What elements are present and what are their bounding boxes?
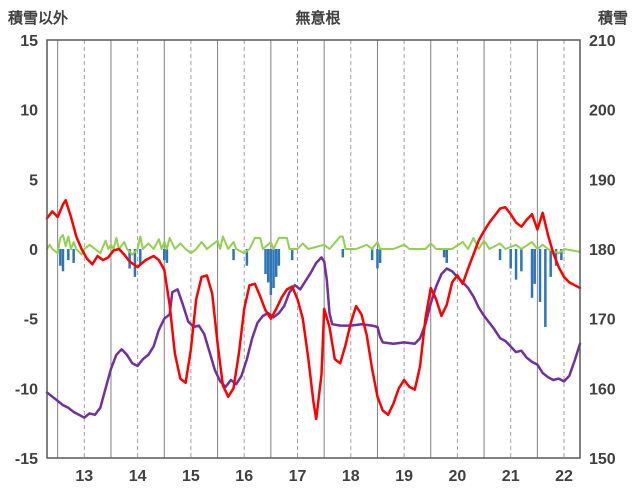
left-axis-tick-label: -10: [15, 381, 38, 398]
chart-title: 無意根: [295, 10, 341, 27]
x-axis-tick-label: 13: [75, 468, 93, 485]
right-axis-tick-label: 160: [589, 381, 616, 398]
left-axis-tick-label: -5: [24, 312, 38, 329]
x-axis-tick-label: 20: [449, 468, 467, 485]
left-axis-tick-label: 0: [29, 242, 38, 259]
x-axis-tick-label: 17: [289, 468, 307, 485]
right-axis-tick-label: 180: [589, 242, 616, 259]
left-axis-tick-label: -15: [15, 451, 38, 468]
x-axis-tick-label: 15: [182, 468, 200, 485]
x-axis-tick-label: 22: [555, 468, 573, 485]
left-axis-tick-label: 5: [29, 172, 38, 189]
x-axis-tick-label: 21: [502, 468, 520, 485]
left-axis-tick-label: 15: [20, 33, 38, 50]
right-axis-tick-label: 170: [589, 312, 616, 329]
green-line-series: [46, 234, 581, 256]
right-axis-tick-label: 200: [589, 103, 616, 120]
x-axis-tick-label: 18: [342, 468, 360, 485]
right-axis-tick-label: 150: [589, 451, 616, 468]
right-axis-tick-label: 210: [589, 33, 616, 50]
x-axis-tick-label: 14: [129, 468, 147, 485]
left-axis-title: 積雪以外: [8, 10, 69, 27]
plot-frame: [46, 39, 581, 459]
purple-line-series: [45, 256, 582, 419]
x-axis-tick-label: 19: [395, 468, 413, 485]
left-axis-tick-label: 10: [20, 103, 38, 120]
x-axis-tick-label: 16: [235, 468, 253, 485]
right-axis-title: 積雪: [597, 10, 628, 27]
red-line-series: [45, 198, 582, 421]
right-axis-tick-label: 190: [589, 172, 616, 189]
